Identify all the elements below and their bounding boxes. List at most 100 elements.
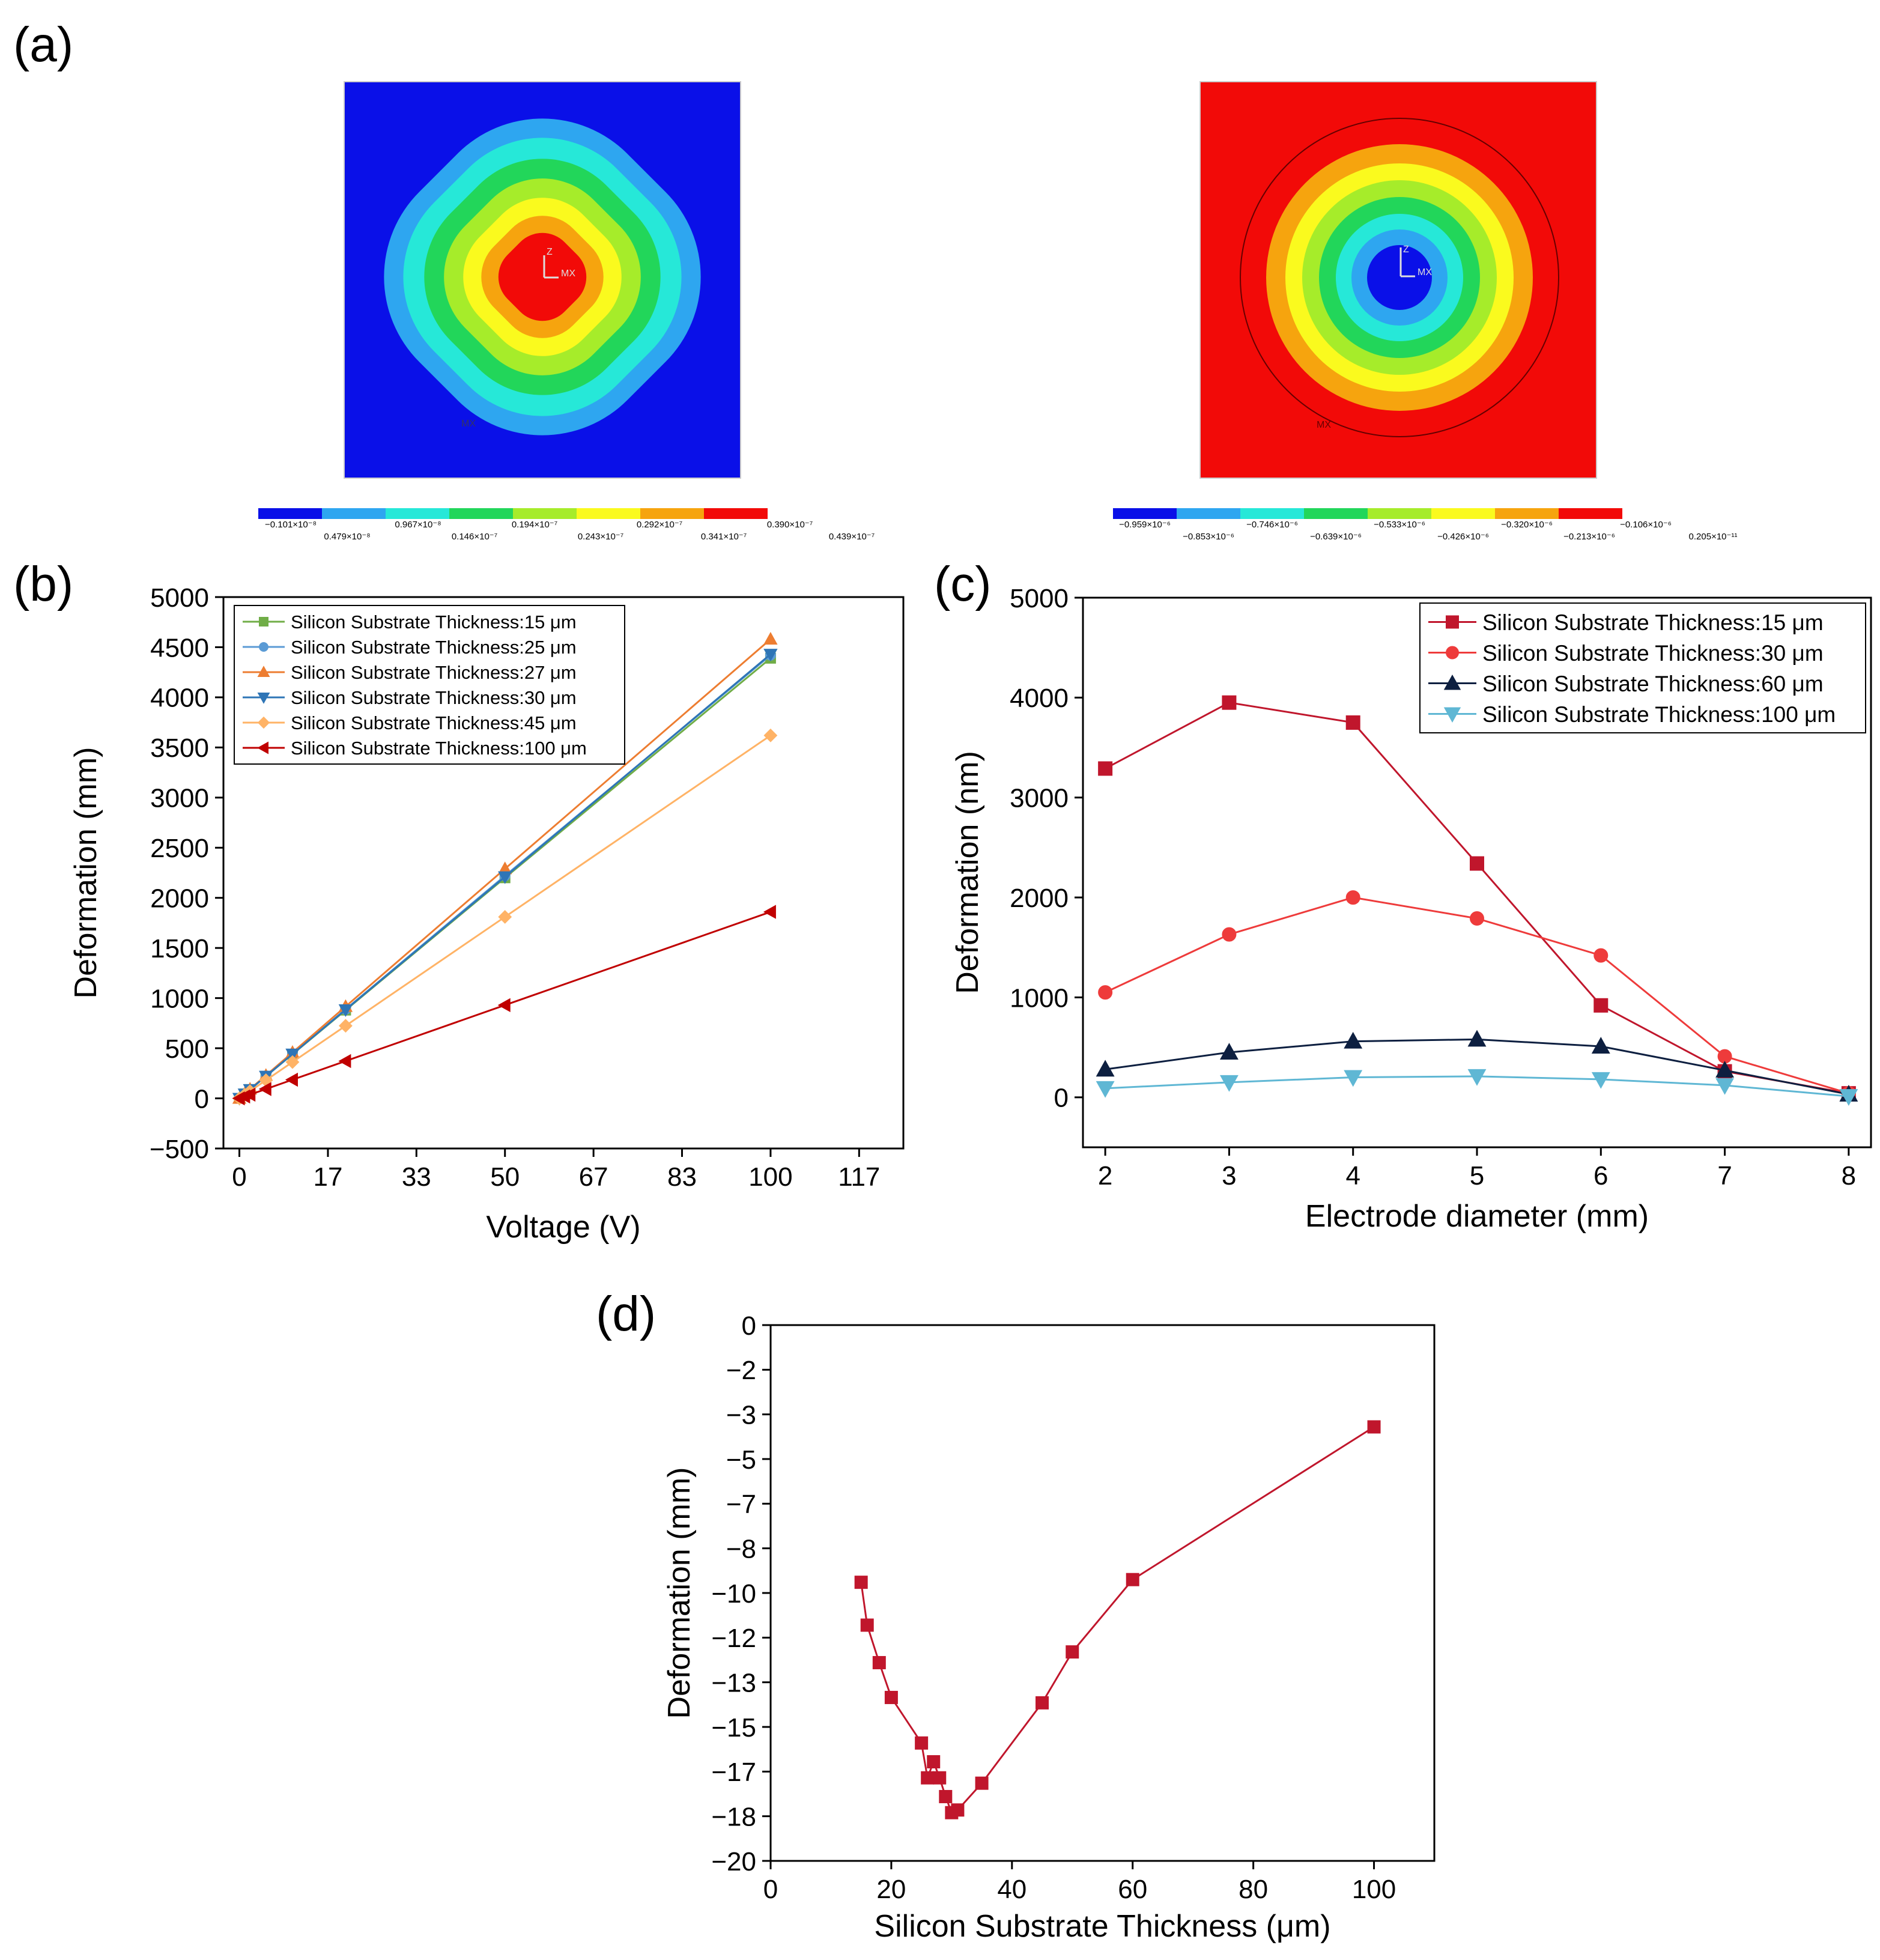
colorbar-right-seg-3: [1240, 508, 1304, 519]
x-tick-label: 3: [1222, 1161, 1236, 1191]
data-point: [1096, 1081, 1115, 1098]
x-tick-label: 5: [1470, 1161, 1484, 1191]
colorbar-left-label: 0.341×10⁻⁷: [701, 532, 747, 542]
colorbar-left-label: 0.479×10⁻⁸: [324, 532, 370, 542]
data-point: [939, 1789, 953, 1803]
panel-label-d: (d): [596, 1287, 656, 1341]
legend-label: Silicon Substrate Thickness:15 μm: [291, 611, 577, 633]
y-tick-label: −18: [711, 1802, 756, 1831]
data-point: [1443, 707, 1461, 723]
data-point: [258, 1082, 271, 1096]
x-axis-title: Voltage (V): [486, 1210, 640, 1245]
colorbar-left-label: 0.967×10⁻⁸: [395, 520, 441, 530]
y-tick-label: 0: [1054, 1084, 1069, 1113]
data-point: [1222, 695, 1237, 710]
data-point: [285, 1048, 300, 1061]
axis-marker-label-mx: MX: [561, 269, 575, 279]
axis-marker-label-mx: MX: [1418, 267, 1432, 278]
data-point: [1470, 911, 1484, 926]
y-tick-label: 5000: [150, 583, 209, 613]
x-tick-label: 50: [490, 1162, 520, 1192]
colorbar-right-seg-7: [1495, 508, 1559, 519]
data-point: [243, 1087, 256, 1102]
data-point: [497, 998, 511, 1013]
series-6: [232, 905, 776, 1106]
x-tick-label: 0: [763, 1875, 778, 1904]
x-tick-label: 117: [838, 1162, 880, 1192]
x-axis-title: Silicon Substrate Thickness (μm): [874, 1909, 1330, 1944]
legend-label: Silicon Substrate Thickness:27 μm: [291, 662, 577, 683]
data-point: [498, 871, 512, 884]
x-tick-label: 100: [748, 1162, 792, 1192]
contour-plot-left: Z MX MX: [344, 82, 741, 478]
y-tick-label: −3: [726, 1400, 756, 1430]
colorbar-right-label: −0.853×10⁻⁶: [1183, 532, 1234, 542]
chart-c-electrode-diameter: 2 3 4 5 6 7 8 0 1000 2000 3000 4000 5000 Electrode di…: [950, 584, 1872, 1234]
y-tick-label: 2000: [1010, 884, 1069, 913]
chart-b-voltage: 0 17 33 50 67 83 100 117 −500 0 500 1000 1500 2000 250…: [68, 583, 905, 1245]
data-point: [860, 1618, 874, 1632]
data-point: [338, 1004, 353, 1018]
x-tick-label: 6: [1593, 1161, 1608, 1191]
data-point: [1443, 674, 1461, 690]
series-2: [1098, 890, 1856, 1101]
data-point: [1219, 1075, 1239, 1092]
series-line: [860, 1426, 1375, 1814]
x-tick-label: 20: [876, 1875, 906, 1904]
colorbar-right-label: −0.106×10⁻⁶: [1620, 520, 1672, 530]
y-tick-label: −2: [726, 1356, 756, 1385]
data-point: [1839, 1089, 1858, 1106]
legend-box: [1419, 602, 1866, 733]
x-tick-label: 2: [1098, 1161, 1112, 1191]
data-point: [1036, 1696, 1049, 1710]
colorbar-right-label: −0.639×10⁻⁶: [1310, 532, 1362, 542]
series-3: [1096, 1030, 1858, 1102]
colorbar-left-label: 0.292×10⁻⁷: [637, 520, 682, 530]
colorbar-right-label: 0.205×10⁻¹¹: [1689, 532, 1738, 542]
corner-marker-label: MX: [1317, 420, 1331, 430]
legend-label: Silicon Substrate Thickness:30 μm: [291, 687, 577, 708]
y-tick-label: −500: [150, 1135, 209, 1164]
x-tick-label: 0: [232, 1162, 246, 1192]
x-tick-label: 17: [313, 1162, 342, 1192]
y-tick-label: −5: [726, 1445, 756, 1475]
legend-label: Silicon Substrate Thickness:45 μm: [291, 712, 577, 733]
legend-label: Silicon Substrate Thickness:100 μm: [1482, 702, 1836, 727]
corner-marker-label: MX: [461, 419, 476, 429]
colorbar-right-seg-4: [1304, 508, 1368, 519]
colorbar-right-seg-6: [1431, 508, 1495, 519]
panel-label-a: (a): [13, 17, 73, 72]
colorbar-left-seg-5: [513, 508, 577, 519]
contour-left-frame: [344, 81, 741, 479]
legend-label: Silicon Substrate Thickness:30 μm: [1482, 641, 1824, 666]
x-tick-label: 40: [997, 1875, 1026, 1904]
colorbar-left-seg-2: [322, 508, 386, 519]
colorbar-left-label: −0.101×10⁻⁸: [265, 520, 317, 530]
data-point: [1591, 1072, 1610, 1089]
data-point: [257, 693, 270, 704]
series-1: [854, 1420, 1381, 1819]
data-point: [285, 1072, 298, 1087]
data-point: [1467, 1030, 1487, 1047]
data-point: [1098, 761, 1113, 776]
y-tick-label: −8: [726, 1534, 756, 1564]
y-tick-label: 0: [195, 1084, 209, 1114]
colorbar-right-seg-5: [1368, 508, 1431, 519]
data-point: [763, 632, 778, 645]
data-point: [338, 1054, 351, 1069]
contour-plot-right: Z MX MX: [1200, 82, 1596, 478]
data-point: [1344, 1031, 1363, 1049]
data-point: [1446, 646, 1459, 660]
legend-box: [234, 605, 625, 765]
x-tick-label: 100: [1352, 1875, 1396, 1904]
data-point: [763, 649, 778, 662]
chart-d-substrate-thickness: 0 20 40 60 80 100 0 −2 −3 −5 −7 −8 −10 −12 −13 −15 −17 −1…: [662, 1311, 1436, 1944]
x-tick-label: 8: [1842, 1161, 1856, 1191]
data-point: [259, 617, 268, 627]
data-point: [951, 1803, 965, 1817]
data-point: [1219, 1043, 1239, 1060]
data-point: [1066, 1645, 1079, 1659]
x-tick-label: 67: [579, 1162, 608, 1192]
colorbar-right-seg-1: [1113, 508, 1177, 519]
